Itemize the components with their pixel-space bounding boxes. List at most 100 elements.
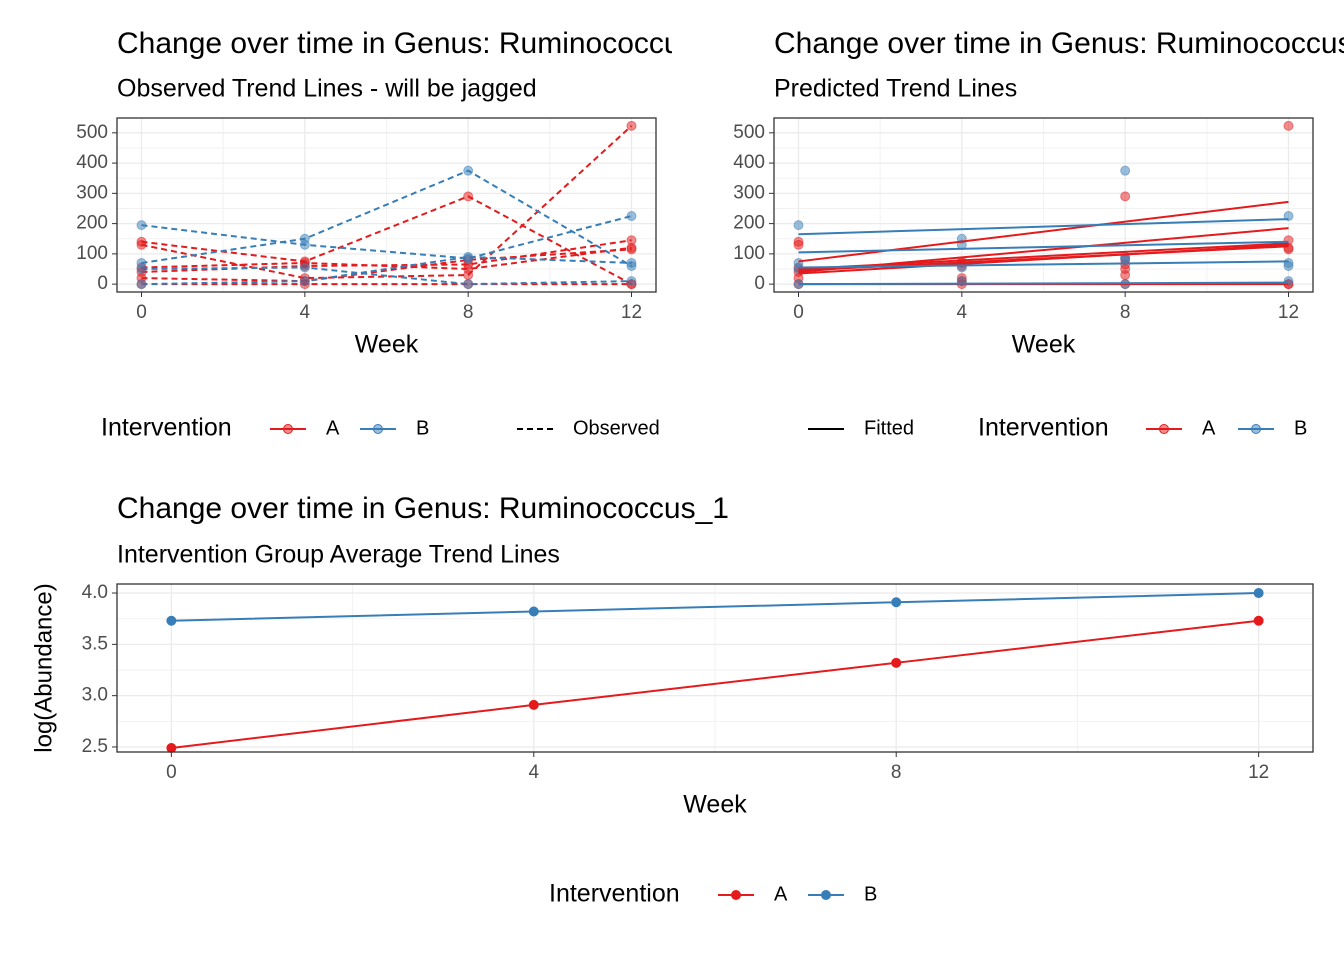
y-tick-label: 0 (754, 273, 765, 294)
point (1283, 257, 1294, 268)
legend-title: Intervention (549, 880, 680, 908)
y-tick-label: 400 (76, 152, 108, 173)
fitted-line (798, 281, 1289, 286)
legend-label: B (864, 883, 877, 905)
x-tick-label: 8 (891, 762, 902, 783)
legend-key-point (1159, 424, 1169, 434)
x-tick-label: 0 (793, 302, 804, 323)
point (463, 251, 474, 262)
point (1120, 191, 1131, 202)
x-tick-label: 12 (1248, 762, 1269, 783)
point (1283, 120, 1294, 131)
point (626, 276, 637, 287)
trend-line (171, 619, 1259, 749)
plot-border (116, 117, 657, 293)
x-tick-label: 4 (300, 302, 311, 323)
panel: Change over time in Genus: Ruminococcus_… (733, 27, 1344, 442)
point (463, 165, 474, 176)
y-axis-label: log(Abundance) (30, 583, 57, 752)
point (528, 699, 539, 710)
point (891, 597, 902, 608)
y-tick-label: 300 (733, 182, 765, 203)
point (1120, 264, 1131, 275)
x-tick-label: 0 (136, 302, 147, 323)
chart-title: Change over time in Genus: Ruminococcus_… (117, 492, 729, 525)
y-tick-label: 200 (76, 213, 108, 234)
fitted-line (798, 218, 1289, 236)
point (1253, 588, 1264, 599)
trend-line (141, 215, 632, 260)
legend-label: A (326, 417, 340, 439)
point (136, 279, 147, 290)
fitted-line (798, 242, 1289, 271)
y-tick-label: 0 (97, 273, 108, 294)
trend-line (141, 169, 633, 267)
point (626, 211, 637, 222)
legend-label: B (1294, 417, 1307, 439)
trend-line (141, 246, 632, 271)
x-tick-label: 12 (1278, 302, 1299, 323)
legend-key-point (1251, 424, 1261, 434)
point (136, 220, 147, 231)
chart-subtitle: Observed Trend Lines - will be jagged (117, 75, 537, 103)
panel: Change over time in Genus: Ruminococcus_… (76, 27, 729, 442)
legend-label: Observed (573, 417, 660, 439)
chart-subtitle: Predicted Trend Lines (774, 75, 1017, 103)
point (793, 220, 804, 231)
x-tick-label: 4 (528, 762, 539, 783)
legend-key-point (373, 424, 383, 434)
point (1253, 615, 1264, 626)
point (299, 276, 310, 287)
legend-key-point (821, 890, 831, 900)
legend-key-point (283, 424, 293, 434)
point (463, 264, 474, 275)
legend-label: Fitted (864, 417, 914, 439)
point (299, 262, 310, 273)
y-tick-label: 200 (733, 213, 765, 234)
point (136, 236, 147, 247)
fitted-line (798, 240, 1289, 254)
y-tick-label: 3.0 (82, 685, 108, 706)
y-tick-label: 500 (733, 122, 765, 143)
x-axis-label: Week (355, 331, 419, 359)
chart-subtitle: Intervention Group Average Trend Lines (117, 541, 560, 569)
chart-title: Change over time in Genus: Ruminococcus_… (117, 27, 729, 60)
point (299, 233, 310, 244)
point (136, 264, 147, 275)
fitted-line (798, 243, 1289, 275)
x-tick-label: 0 (166, 762, 177, 783)
y-tick-label: 300 (76, 182, 108, 203)
point (463, 279, 474, 290)
plot-border (116, 583, 1314, 753)
y-tick-label: 100 (733, 243, 765, 264)
trend-line (141, 255, 632, 286)
x-axis-label: Week (683, 791, 747, 819)
legend-title: Intervention (101, 414, 232, 442)
legend-key-point (731, 890, 741, 900)
x-tick-label: 4 (957, 302, 968, 323)
trend-line (141, 125, 633, 280)
y-tick-label: 400 (733, 152, 765, 173)
point (1120, 165, 1131, 176)
panel: Change over time in Genus: Ruminococcus_… (30, 492, 1314, 908)
point (528, 606, 539, 617)
point (463, 191, 474, 202)
legend-title: Intervention (978, 414, 1109, 442)
chart-title: Change over time in Genus: Ruminococcus_… (774, 27, 1344, 60)
y-tick-label: 100 (76, 243, 108, 264)
y-tick-label: 4.0 (82, 582, 108, 603)
y-tick-label: 500 (76, 122, 108, 143)
point (166, 615, 177, 626)
point (166, 742, 177, 753)
x-axis-label: Week (1012, 331, 1076, 359)
point (891, 657, 902, 668)
x-tick-label: 8 (463, 302, 474, 323)
y-tick-label: 2.5 (82, 736, 108, 757)
trend-line (141, 248, 632, 283)
plot-border (773, 117, 1314, 293)
point (626, 120, 637, 131)
point (626, 257, 637, 268)
y-tick-label: 3.5 (82, 633, 108, 654)
legend-label: A (774, 883, 788, 905)
